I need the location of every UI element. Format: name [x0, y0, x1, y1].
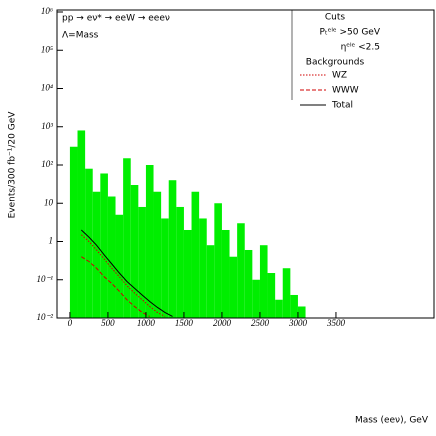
- y-tick-label: 10²: [41, 159, 53, 169]
- signal-bar: [161, 218, 169, 318]
- x-axis-label: Mass (eeν), GeV: [355, 416, 429, 426]
- signal-bar: [297, 306, 306, 318]
- x-tick-label: 2500: [251, 318, 270, 328]
- chart-title: pp → eν* → eeW → eeeν: [62, 14, 170, 24]
- signal-bar: [69, 146, 78, 318]
- signal-bar: [123, 158, 131, 318]
- signal-bar: [77, 130, 86, 318]
- background-line: [80, 229, 173, 317]
- signal-bar: [115, 214, 124, 318]
- x-tick-label: 500: [101, 318, 115, 328]
- x-tick-label: 0: [68, 318, 73, 328]
- y-tick-label: 10⁻¹: [37, 274, 54, 284]
- legend-label: WZ: [332, 71, 347, 81]
- signal-bar: [153, 191, 162, 318]
- y-tick-label: 10: [44, 197, 54, 207]
- cut: ηᵉˡᵉ <2.5: [341, 43, 380, 53]
- signal-bar: [130, 185, 139, 318]
- signal-bar: [138, 206, 146, 318]
- y-tick-label: 10⁶: [41, 6, 53, 16]
- legend-label: Total: [331, 101, 353, 111]
- signal-bar: [145, 165, 154, 318]
- background-line: [81, 256, 150, 317]
- signal-bar: [214, 203, 222, 318]
- signal-bar: [229, 256, 238, 318]
- x-tick-label: 1500: [175, 318, 194, 328]
- cuts-title: Cuts: [325, 13, 346, 23]
- x-tick-label: 1000: [137, 318, 156, 328]
- signal-bar: [85, 168, 93, 318]
- signal-bar: [107, 196, 116, 318]
- signal-bar: [100, 173, 108, 318]
- y-tick-label: 10⁴: [41, 83, 53, 93]
- signal-bar: [191, 191, 200, 318]
- y-tick-label: 10⁵: [41, 44, 53, 54]
- cut: Pₜᵉˡᵉ >50 GeV: [320, 28, 381, 38]
- y-tick-label: 1: [49, 236, 54, 246]
- signal-bar: [259, 245, 268, 318]
- plot-frame: [56, 9, 435, 319]
- x-tick-label: 2000: [213, 318, 232, 328]
- x-tick-label: 3500: [326, 318, 346, 328]
- x-tick-label: 3000: [288, 318, 308, 328]
- signal-bar: [237, 223, 245, 318]
- signal-bar: [275, 299, 283, 318]
- signal-bar: [92, 191, 101, 318]
- signal-bar: [290, 294, 298, 318]
- signal-bar: [282, 268, 291, 318]
- signal-bar: [199, 218, 207, 318]
- y-tick-label: 10³: [41, 121, 53, 131]
- signal-bar: [168, 180, 177, 318]
- subtitle: Λ=Mass: [62, 31, 99, 41]
- signal-bar: [267, 273, 276, 318]
- signal-bar: [252, 279, 260, 318]
- legend-label: WWW: [332, 86, 359, 96]
- signal-bar: [221, 229, 230, 318]
- signal-bar: [206, 245, 215, 318]
- signal-bar: [244, 249, 253, 318]
- backgrounds-title: Backgrounds: [306, 58, 365, 68]
- signal-bar: [183, 229, 192, 318]
- y-tick-label: 10⁻²: [37, 312, 54, 322]
- y-axis-label: Events/300 fb⁻¹/20 GeV: [8, 111, 18, 219]
- signal-bar: [176, 206, 184, 318]
